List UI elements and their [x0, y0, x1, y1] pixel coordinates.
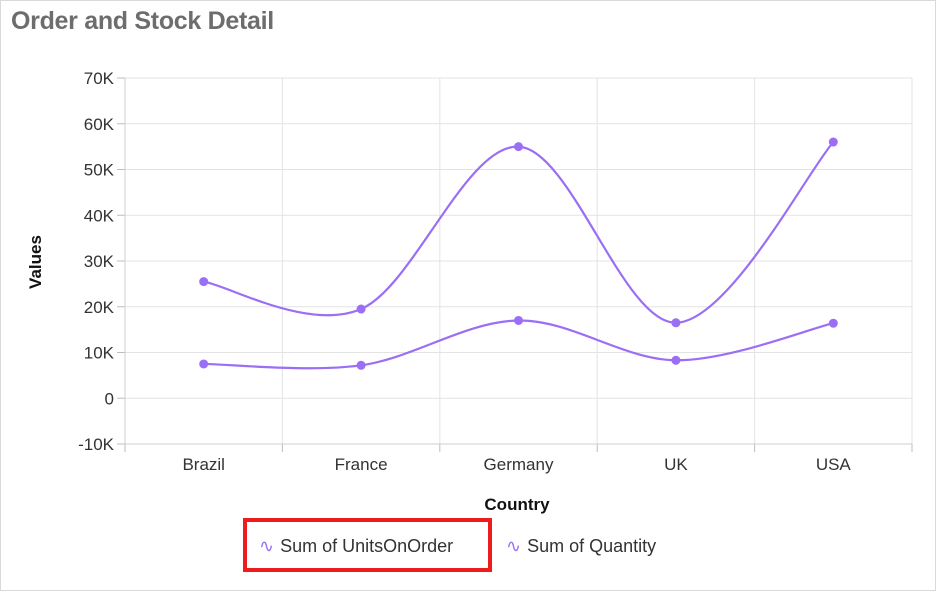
data-point[interactable]: [514, 315, 523, 325]
data-point[interactable]: [514, 142, 523, 152]
legend-item-units-on-order[interactable]: ∿ Sum of UnitsOnOrder: [259, 532, 453, 560]
y-tick-label: 70K: [84, 69, 115, 88]
y-tick-label: 0: [105, 389, 114, 408]
legend-label: Sum of Quantity: [527, 535, 657, 556]
line-series-icon: ∿: [506, 536, 522, 556]
data-point[interactable]: [828, 137, 838, 147]
grid-lines: [124, 77, 913, 445]
series-line-1: [203, 141, 835, 324]
x-tick-label: USA: [816, 455, 852, 474]
x-tick-label: UK: [664, 455, 688, 474]
data-point[interactable]: [356, 304, 366, 314]
x-tick-label: Germany: [484, 455, 554, 474]
chart-legend: ∿ Sum of UnitsOnOrder ∿ Sum of Quantity: [0, 532, 936, 562]
y-tick-label: -10K: [78, 435, 115, 454]
line-series-icon: ∿: [259, 536, 275, 556]
data-point[interactable]: [828, 318, 838, 328]
data-point[interactable]: [199, 359, 209, 369]
data-point[interactable]: [199, 277, 209, 287]
x-tick-label: France: [335, 455, 388, 474]
x-axis-title: Country: [484, 495, 550, 514]
y-axis-title: Values: [26, 235, 45, 289]
y-tick-label: 30K: [84, 252, 115, 271]
chart-title: Order and Stock Detail: [11, 7, 274, 35]
data-points: [199, 137, 838, 370]
y-tick-label: 40K: [84, 206, 115, 225]
y-tick-label: 20K: [84, 298, 115, 317]
y-tick-label: 50K: [84, 161, 115, 180]
data-point[interactable]: [671, 318, 681, 328]
data-point[interactable]: [356, 360, 366, 370]
y-tick-label: 60K: [84, 115, 115, 134]
y-tick-label: 10K: [84, 344, 115, 363]
legend-label: Sum of UnitsOnOrder: [280, 535, 454, 556]
axes: -10K 0 10K 20K 30K 40K 50K 60K 70K Brazil France Ge…: [78, 69, 913, 474]
legend-item-quantity[interactable]: ∿ Sum of Quantity: [506, 532, 656, 560]
x-tick-label: Brazil: [182, 455, 225, 474]
series-lines: [203, 141, 835, 370]
series-line-0: [203, 319, 834, 370]
data-point[interactable]: [671, 355, 681, 365]
